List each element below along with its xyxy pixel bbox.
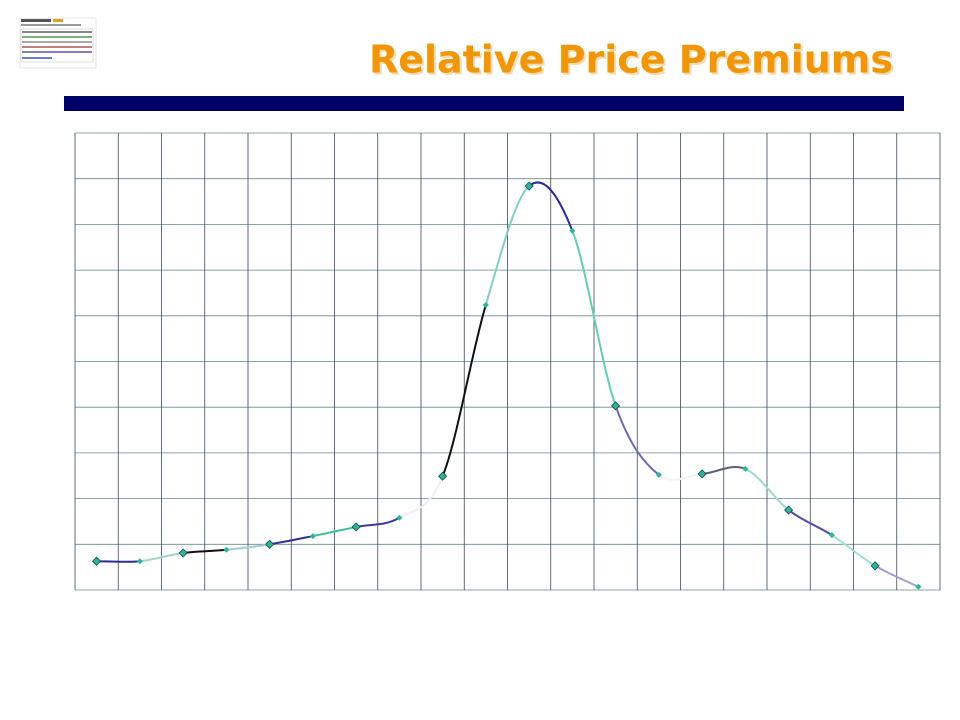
line-segment — [528, 181, 574, 232]
line-segment — [831, 534, 876, 567]
marker — [655, 471, 662, 478]
marker — [784, 505, 794, 515]
line-segment — [441, 304, 487, 477]
line-segment — [571, 230, 617, 407]
line-segment — [744, 467, 790, 511]
line-segment — [614, 405, 660, 476]
line-segment — [398, 475, 444, 519]
chart-title: Relative Price Premiums — [369, 38, 893, 82]
marker — [396, 514, 403, 521]
feedback-thumbnail — [19, 17, 97, 69]
marker — [569, 227, 576, 234]
marker — [828, 532, 835, 539]
marker — [223, 546, 230, 553]
line-segment — [96, 560, 140, 563]
line-segment — [874, 564, 919, 588]
marker — [742, 465, 749, 472]
marker — [351, 522, 361, 532]
marker — [265, 539, 275, 549]
line-segment — [484, 185, 530, 306]
title-shadow: Relative Price Premiums — [371, 40, 895, 84]
marker — [438, 471, 448, 481]
marker — [870, 561, 880, 571]
marker — [309, 533, 316, 540]
marker — [92, 556, 102, 566]
marker — [178, 548, 188, 558]
marker — [697, 469, 707, 479]
line-segment — [788, 509, 833, 537]
marker — [915, 583, 922, 590]
marker — [611, 401, 621, 411]
marker — [482, 301, 489, 308]
title-bar — [64, 96, 904, 111]
marker — [524, 181, 534, 191]
marker — [136, 558, 143, 565]
